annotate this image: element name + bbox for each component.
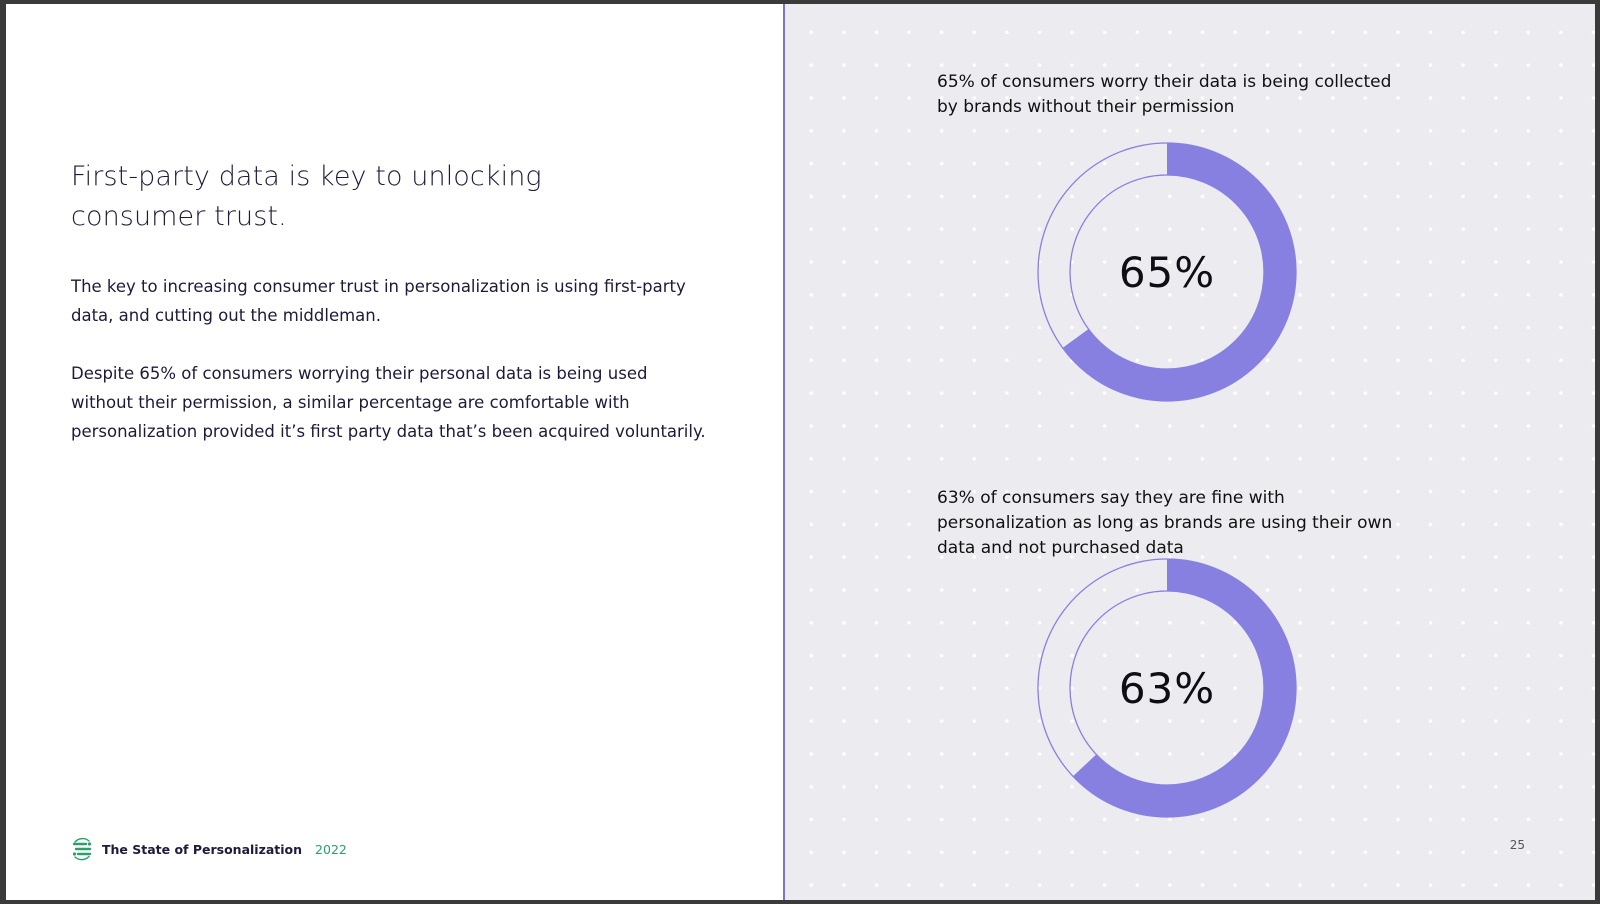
stat-2-caption: 63% of consumers say they are fine with … xyxy=(937,488,1393,558)
detail-paragraph: Despite 65% of consumers worrying their … xyxy=(71,364,706,441)
right-panel: 65% of consumers worry their data is bei… xyxy=(785,4,1595,900)
stat-2-value: 63% xyxy=(1118,663,1216,713)
footer-year: 2022 xyxy=(315,841,347,857)
segment-logo-icon xyxy=(72,837,92,861)
donut-segment-value xyxy=(1072,559,1296,817)
footer-brand-name: The State of Personalization xyxy=(102,841,303,857)
intro-paragraph: The key to increasing consumer trust in … xyxy=(71,277,686,325)
left-panel: First-party data is key to unlocking con… xyxy=(6,4,785,900)
stat-1-value: 65% xyxy=(1118,247,1216,297)
page-heading: First-party data is key to unlocking con… xyxy=(71,161,542,232)
page-number: 25 xyxy=(1509,838,1525,852)
stat-1-caption: 65% of consumers worry their data is bei… xyxy=(937,72,1392,117)
footer-brand: The State of Personalization 2022 xyxy=(70,837,347,861)
donut-chart-2 xyxy=(1037,558,1297,818)
donut-chart-1 xyxy=(1037,142,1297,402)
slide-page: First-party data is key to unlocking con… xyxy=(6,4,1595,900)
